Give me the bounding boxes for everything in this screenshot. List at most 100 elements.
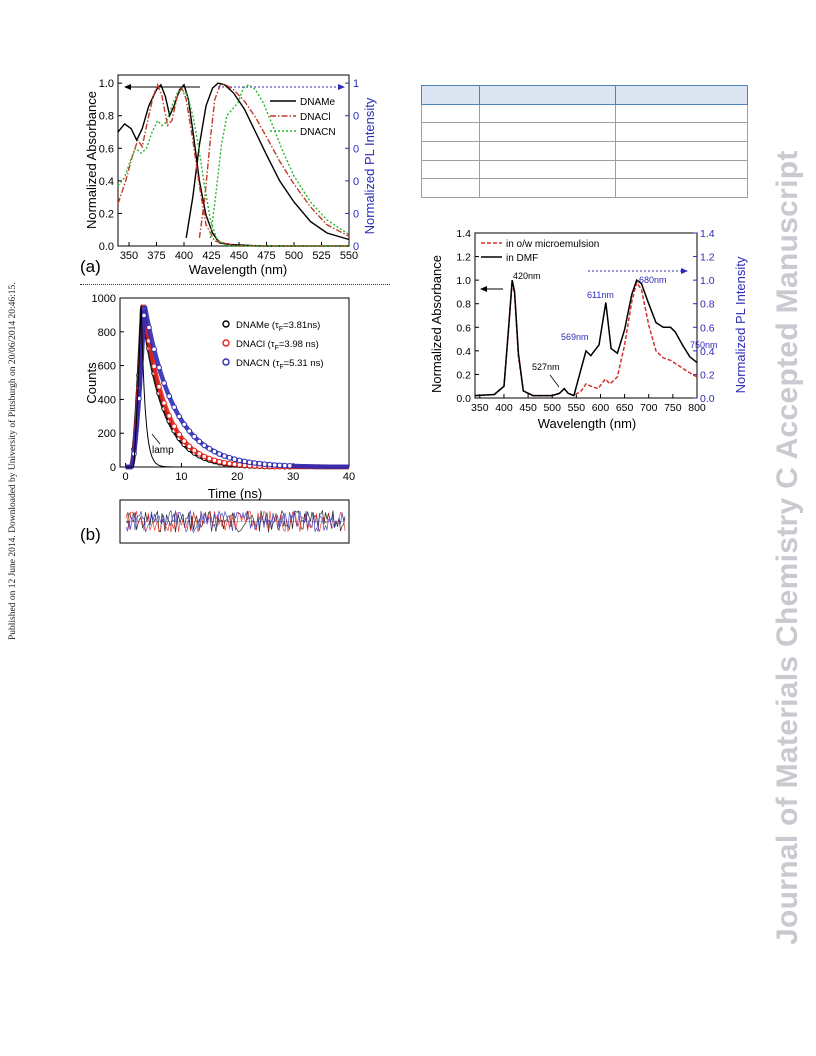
tau-value: =5.31 ns)	[284, 358, 324, 369]
decay-point-dnacl	[231, 461, 238, 468]
decay-point-dnacl	[186, 443, 193, 450]
decay-point-dnacn	[236, 457, 243, 464]
decay-point-dnacl	[151, 363, 157, 370]
table-row	[421, 122, 748, 142]
decay-point-dnacl	[156, 383, 162, 390]
decay-point-dnacl	[161, 400, 167, 406]
figure-a-chart: 3503754004254504755005255500.00.00.20.20…	[80, 74, 360, 277]
decay-point-dnacn	[191, 433, 198, 440]
figure-a-panel-label: (a)	[80, 257, 101, 276]
decay-point-dnacl	[181, 438, 187, 444]
peak-527-arrow	[549, 374, 560, 388]
decay-point-dnacl	[191, 447, 198, 454]
decay-point-dnacl	[206, 455, 213, 462]
tau-value: =3.98 ns)	[279, 339, 319, 350]
decay-point-dnacl	[171, 423, 177, 430]
figure-c-ytick-label-left: 0.8	[456, 299, 471, 311]
decay-point-dnacl	[216, 458, 223, 465]
peak-label-527: 527nm	[532, 362, 560, 372]
figure-c-ytick-label-right: 1.0	[700, 275, 715, 287]
table-cell	[615, 122, 748, 142]
figure-a-ytick-label-right: 0.8	[353, 111, 360, 123]
figure-c-xtick-label: 600	[592, 402, 610, 414]
figure-c-ylabel-right: Normalized PL Intensity	[733, 256, 748, 393]
decay-point-dnacn	[282, 462, 288, 469]
figure-a-ylabel-left: Normalized Absorbance	[84, 91, 99, 229]
figure-c-ytick-label-right: 0.6	[700, 322, 715, 334]
journal-watermark: Journal of Materials Chemistry C Accepte…	[771, 150, 804, 945]
decay-point-dnacl	[196, 451, 203, 457]
figure-a-xtick-label: 500	[285, 250, 303, 262]
figure-a-ytick-label-left: 0.2	[99, 208, 114, 220]
figure-b-xtick-label: 40	[343, 471, 355, 483]
figure-a-xtick-label: 425	[202, 250, 220, 262]
table-cell	[421, 178, 480, 198]
decay-point-dnacn	[221, 453, 228, 459]
decay-point-dnacn	[216, 451, 223, 457]
peak-label-611: 611nm	[587, 290, 614, 300]
peak-label-750: 750nm	[690, 340, 718, 350]
tau-subscript: F	[275, 345, 279, 352]
decay-point-dnacn	[176, 413, 182, 420]
decay-point-dnacn	[181, 421, 187, 428]
table-cell	[421, 140, 480, 161]
table-row	[421, 140, 748, 161]
decay-point-dnacn	[171, 404, 177, 410]
figure-c-ytick-label-right: 0.2	[700, 369, 715, 381]
decay-point-dnacl	[201, 453, 208, 460]
decay-point-dnacn	[186, 428, 193, 434]
figure-c-xtick-label: 650	[616, 402, 634, 414]
table-cell	[615, 85, 748, 105]
figure-c-ytick-label-left: 0.6	[456, 322, 471, 334]
table-cell	[479, 122, 616, 142]
table-row	[421, 178, 748, 198]
tau-subscript: F	[279, 364, 283, 371]
legend-marker-dname	[222, 320, 230, 328]
decay-point-dnacn	[256, 460, 263, 467]
figure-c-xtick-label: 700	[640, 402, 658, 414]
legend-dmf-label: in DMF	[506, 253, 538, 264]
figure-c-xtick-label: 350	[471, 402, 489, 414]
figure-a-ytick-label-right: 0.2	[353, 208, 360, 220]
figure-c-ytick-label-left: 1.2	[456, 252, 471, 264]
lamp-annotation-arrow	[151, 433, 161, 445]
figure-a-xtick-label: 400	[175, 250, 193, 262]
figure-c-ytick-label-left: 0.2	[456, 369, 471, 381]
figure-c-ytick-label-right: 1.4	[700, 228, 715, 240]
legend-dname-label: DNAMe	[300, 97, 335, 108]
figure-c-ytick-label-left: 1.4	[456, 228, 471, 240]
decay-point-dnacn	[201, 442, 208, 449]
figure-a-ytick-label-left: 0.6	[99, 143, 114, 155]
absorbance-arrowhead	[480, 286, 487, 292]
decay-point-dnacn	[287, 463, 293, 469]
figure-c-xtick-label: 450	[519, 402, 537, 414]
table-row	[421, 103, 748, 124]
decay-point-dnacl	[226, 460, 233, 467]
figure-c-ytick-label-right: 1.2	[700, 252, 715, 264]
blank-table	[421, 85, 748, 198]
decay-point-dnacn	[156, 364, 162, 371]
figure-a-ytick-label-left: 0.4	[99, 176, 114, 188]
figure-a-ytick-label-left: 1.0	[99, 78, 114, 90]
table-cell	[615, 140, 748, 161]
decay-point-dnacn	[196, 438, 203, 445]
table-cell	[421, 103, 480, 124]
legend-dnacn-label: DNACN	[300, 127, 336, 138]
series-dnacn-pl	[209, 83, 350, 238]
series-dnacl-absorbance	[117, 82, 349, 247]
peak-label-680: 680nm	[639, 275, 667, 285]
residuals-frame	[119, 499, 350, 544]
figure-b-xtick-label: 30	[287, 471, 299, 483]
series-dmf	[474, 278, 698, 397]
decay-point-dnacn	[271, 462, 278, 468]
tau-value: =3.81ns)	[283, 320, 320, 331]
figure-b-ytick-label: 0	[110, 462, 116, 474]
figure-a-xtick-label: 350	[120, 250, 138, 262]
figure-b-xtick-label: 0	[123, 471, 129, 483]
figure-b-ytick-label: 600	[98, 361, 116, 373]
table-cell	[615, 178, 748, 198]
decay-point-dnacl	[166, 413, 172, 419]
figure-b-xlabel: Time (ns)	[208, 486, 262, 501]
